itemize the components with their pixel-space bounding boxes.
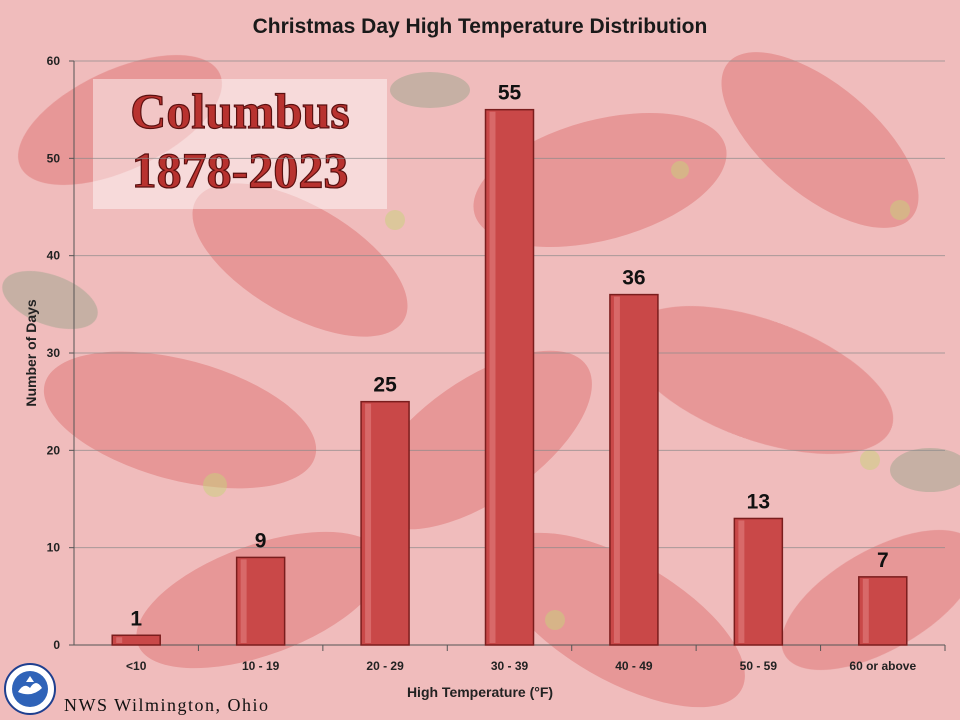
- y-tick-label: 0: [53, 638, 60, 652]
- bar-highlight: [489, 111, 496, 643]
- data-labels: 1 9 25 55 36 13 7: [130, 82, 888, 631]
- bar-highlight: [365, 403, 372, 643]
- location-inset: Columbus 1878-2023: [93, 79, 387, 209]
- chart-title: Christmas Day High Temperature Distribut…: [253, 15, 708, 38]
- x-tick-label: 50 - 59: [740, 659, 778, 673]
- y-tick-label: 20: [47, 443, 61, 457]
- x-tick-label: 40 - 49: [615, 659, 653, 673]
- inset-location: Columbus: [130, 83, 350, 139]
- data-label: 13: [747, 490, 770, 513]
- data-label: 25: [373, 374, 397, 397]
- bar-highlight: [240, 559, 247, 643]
- x-axis-label: High Temperature (°F): [407, 684, 553, 700]
- x-tick-label: <10: [126, 659, 147, 673]
- bars: [111, 108, 908, 646]
- data-label: 55: [498, 82, 522, 105]
- y-axis-label: Number of Days: [23, 299, 39, 407]
- x-tick-label: 30 - 39: [491, 659, 529, 673]
- y-tick-label: 40: [47, 249, 61, 263]
- data-label: 9: [255, 529, 267, 552]
- bar-highlight: [862, 578, 869, 643]
- y-tick-label: 30: [47, 346, 61, 360]
- bar-highlight: [738, 520, 745, 643]
- footer-office: NWS Wilmington, Ohio: [64, 695, 269, 715]
- x-tick-label: 60 or above: [849, 659, 916, 673]
- data-label: 36: [622, 267, 645, 290]
- data-label: 7: [877, 549, 889, 572]
- inset-years: 1878-2023: [132, 142, 349, 198]
- x-tick-label: 20 - 29: [366, 659, 404, 673]
- bar-highlight: [116, 637, 123, 643]
- bar-highlight: [613, 296, 620, 643]
- bar: [111, 634, 161, 646]
- y-tick-label: 50: [47, 151, 61, 165]
- y-tick-label: 60: [47, 54, 61, 68]
- x-axis-ticks: <10 10 - 19 20 - 29 30 - 39 40 - 49 50 - 59 60…: [126, 645, 946, 673]
- x-tick-label: 10 - 19: [242, 659, 280, 673]
- y-axis-ticks: 0 10 20 30 40 50 60: [47, 54, 74, 652]
- y-tick-label: 10: [47, 541, 61, 555]
- data-label: 1: [130, 607, 142, 630]
- nws-logo: [4, 663, 56, 715]
